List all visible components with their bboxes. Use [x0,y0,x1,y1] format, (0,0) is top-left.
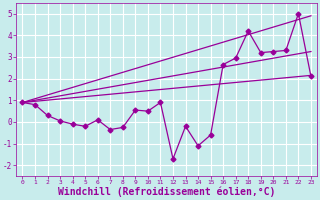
X-axis label: Windchill (Refroidissement éolien,°C): Windchill (Refroidissement éolien,°C) [58,187,276,197]
